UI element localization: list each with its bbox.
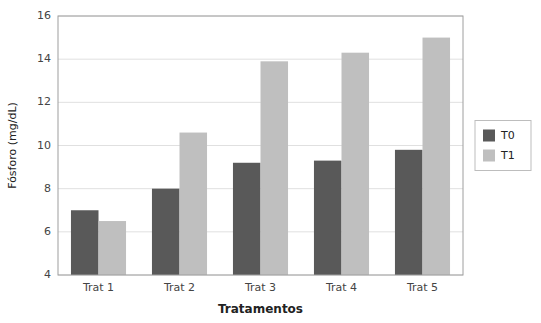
bar: T0 · Trat 3: 9.2 bbox=[233, 163, 261, 275]
legend-box bbox=[475, 121, 531, 171]
x-axis: Trat 1 Trat 2 Trat 3 Trat 4 Trat 5 bbox=[82, 281, 438, 294]
bar: T0 · Trat 1: 7 bbox=[71, 210, 99, 275]
legend-swatch bbox=[483, 150, 495, 162]
bars: T0 · Trat 1: 7 T0 · Trat 2: 8 T0 · Trat 3:… bbox=[71, 38, 450, 275]
x-tick-label: Trat 5 bbox=[406, 281, 438, 294]
legend-swatch bbox=[483, 130, 495, 142]
x-tick-label: Trat 2 bbox=[163, 281, 195, 294]
y-tick-label: 16 bbox=[37, 9, 51, 22]
legend-label: T1 bbox=[500, 149, 515, 162]
bar: T0 · Trat 4: 9.3 bbox=[314, 161, 342, 275]
bar: T1 · Trat 2: 10.6 bbox=[180, 133, 208, 275]
y-tick-label: 6 bbox=[44, 225, 51, 238]
bar: T1 · Trat 1: 6.5 bbox=[99, 221, 127, 275]
legend: T0 T1 bbox=[475, 121, 531, 171]
y-tick-label: 10 bbox=[37, 139, 51, 152]
y-tick-label: 12 bbox=[37, 95, 51, 108]
x-axis-title: Tratamentos bbox=[218, 302, 303, 316]
grid-line bbox=[58, 59, 463, 60]
y-axis: 4 6 8 10 12 14 16 bbox=[37, 9, 463, 281]
bar: T1 · Trat 5: 15 bbox=[423, 38, 451, 275]
chart-container: 46810121416T0 · Trat 1: 7T0 · Trat 2: 8T… bbox=[0, 0, 541, 323]
y-tick-label: 4 bbox=[44, 268, 51, 281]
x-tick-label: Trat 1 bbox=[82, 281, 114, 294]
plot-frame bbox=[58, 16, 463, 275]
bar: T1 · Trat 3: 13.9 bbox=[261, 61, 289, 275]
chart: 46810121416T0 · Trat 1: 7T0 · Trat 2: 8T… bbox=[0, 0, 541, 323]
x-tick-label: Trat 4 bbox=[325, 281, 357, 294]
y-tick-label: 14 bbox=[37, 52, 51, 65]
bar: T0 · Trat 2: 8 bbox=[152, 189, 180, 275]
bar: T0 · Trat 5: 9.8 bbox=[395, 150, 423, 275]
bar: T1 · Trat 4: 14.3 bbox=[342, 53, 370, 275]
y-tick-label: 8 bbox=[44, 182, 51, 195]
x-tick-label: Trat 3 bbox=[244, 281, 276, 294]
y-axis-title: Fósforo (mg/dL) bbox=[6, 102, 19, 189]
legend-label: T0 bbox=[500, 129, 515, 142]
